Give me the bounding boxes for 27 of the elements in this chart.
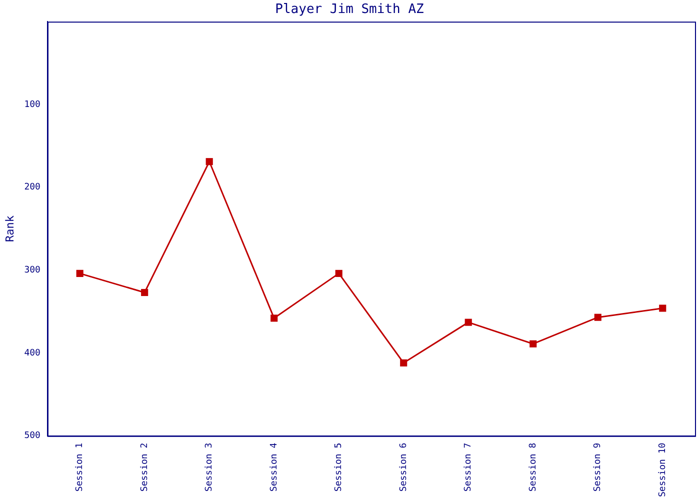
y-tick-label: 100: [24, 100, 40, 110]
y-tick-label: 300: [24, 265, 40, 276]
x-tick-label: Session 9: [593, 442, 604, 492]
point: [270, 314, 278, 322]
point: [594, 314, 602, 321]
y-axis-title: Rank: [3, 215, 16, 242]
x-tick-label: Session 6: [398, 442, 409, 492]
point: [76, 270, 84, 277]
point: [530, 340, 537, 348]
y-tick-label: 500: [24, 431, 40, 442]
point: [206, 158, 213, 166]
point: [400, 359, 408, 366]
x-tick-label: Session 1: [75, 442, 86, 492]
chart-title: Player Jim Smith AZ: [275, 2, 424, 18]
y-tick-label: 400: [24, 348, 40, 358]
point: [141, 288, 148, 296]
x-tick-label: Session 5: [334, 442, 344, 492]
x-tick-label: Session 10: [658, 442, 668, 498]
x-tick-label: Session 4: [269, 442, 280, 492]
x-tick-label: Session 2: [140, 442, 150, 492]
point: [335, 270, 342, 277]
x-tick-label: Session 3: [204, 442, 215, 492]
y-tick-label: 200: [24, 182, 40, 193]
point: [659, 304, 666, 312]
point: [464, 318, 472, 326]
x-tick-label: Session 7: [464, 442, 474, 492]
x-tick-label: Session 8: [528, 442, 538, 492]
